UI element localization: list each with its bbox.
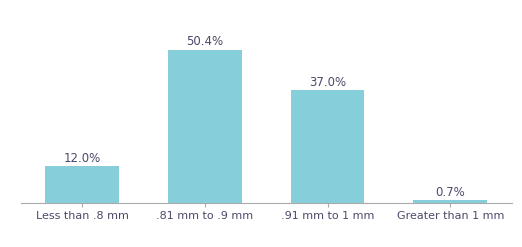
Bar (168, 50, 242, 203)
Bar (45, 166, 119, 203)
Bar (291, 90, 364, 203)
Text: 37.0%: 37.0% (309, 76, 346, 89)
Bar (413, 200, 487, 203)
Text: 50.4%: 50.4% (186, 35, 223, 48)
Text: 0.7%: 0.7% (435, 186, 465, 199)
Text: 12.0%: 12.0% (64, 152, 101, 165)
